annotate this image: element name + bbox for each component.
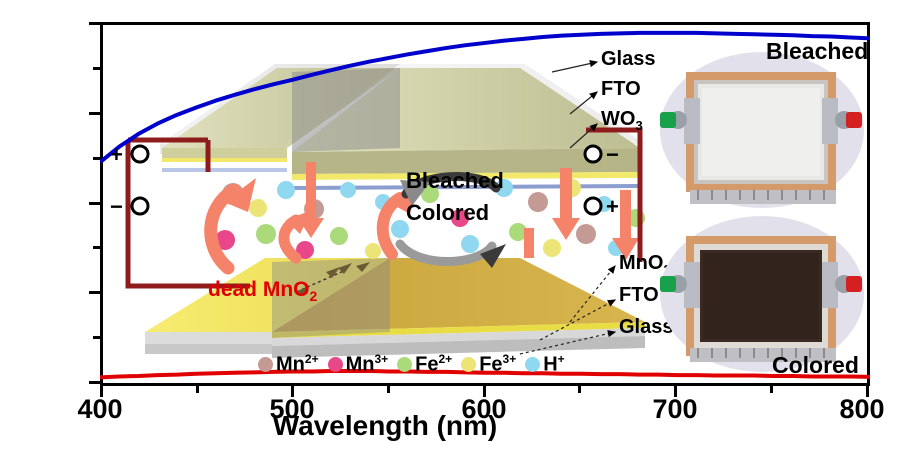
xtick-label-700: 700 (652, 394, 698, 424)
legend-label-mn3: Mn3+ (345, 352, 389, 376)
ytick-minor-50 (93, 157, 100, 160)
bottom-slab-right (272, 258, 645, 358)
ion-legend: Mn2+ Mn3+ Fe2+ Fe3+ H+ (258, 352, 565, 377)
xtick-minor-450 (196, 386, 199, 393)
label-dead-mno2: dead MnO2 (208, 278, 318, 305)
terminal-right-bottom-sign: + (606, 194, 619, 219)
bottom-layer-leaders (519, 265, 617, 355)
xtick-minor-550 (387, 386, 390, 393)
ytick-40 (89, 202, 100, 205)
ytick-minor-10 (93, 336, 100, 339)
ytick-60 (89, 112, 100, 115)
curve-colored (100, 368, 870, 380)
label-fto-bottom: FTO (619, 284, 659, 306)
xtick-label-400: 400 (77, 394, 123, 424)
label-glass-top: Glass (601, 48, 656, 70)
photo-bleached-device (660, 52, 864, 208)
legend-dot-mn3 (327, 356, 343, 372)
label-glass-bottom: Glass (619, 316, 674, 338)
terminal-right-top-node (583, 144, 603, 164)
legend-label-fe3: Fe3+ (479, 352, 517, 376)
transmittance-curves (100, 30, 870, 380)
legend-item-mn2: Mn2+ (258, 352, 319, 377)
xtick-label-800: 800 (839, 394, 885, 424)
legend-label-h: H+ (543, 352, 565, 376)
label-state-colored: Colored (406, 200, 490, 225)
ytick-80 (89, 22, 100, 25)
label-wo3: WO3 (601, 108, 643, 133)
legend-dot-h (525, 356, 541, 372)
terminal-right-bottom-node (583, 196, 603, 216)
terminal-left-top-node (130, 144, 150, 164)
x-axis-title: Wavelength (nm) (272, 410, 498, 441)
legend-item-fe3: Fe3+ (461, 352, 516, 377)
xtick-800 (866, 386, 869, 397)
terminal-left-bottom-node (130, 196, 150, 216)
xtick-700 (674, 386, 677, 397)
ytick-0 (89, 381, 100, 384)
photo-colored-device (660, 216, 864, 372)
legend-item-fe2: Fe2+ (397, 352, 452, 377)
axis-top (100, 22, 870, 25)
top-slab-right (290, 64, 645, 190)
caption-bleached: Bleached (766, 38, 869, 64)
label-fto-top: FTO (601, 78, 641, 100)
xtick-label-600: 600 (461, 394, 507, 424)
xtick-label-500: 500 (269, 394, 315, 424)
xtick-minor-750 (770, 386, 773, 393)
top-layer-leaders (551, 60, 599, 149)
terminal-right-top-sign: − (606, 142, 619, 167)
state-cycle-arrows (395, 172, 506, 268)
curve-bleached (100, 30, 870, 164)
terminal-left-bottom-sign: − (110, 194, 123, 219)
plot-area: 0 20 40 60 80 400 500 600 700 800 (77, 22, 885, 424)
legend-label-fe2: Fe2+ (415, 352, 453, 376)
ytick-minor-70 (93, 67, 100, 70)
legend-dot-fe2 (397, 356, 413, 372)
xtick-minor-650 (578, 386, 581, 393)
caption-colored: Colored (772, 352, 859, 378)
legend-dot-fe3 (461, 356, 477, 372)
axis-bottom (100, 383, 870, 386)
ion-flow-arrows (204, 162, 639, 275)
legend-label-mn2: Mn2+ (276, 352, 319, 376)
axis-left (100, 22, 103, 386)
legend-item-h: H+ (525, 352, 565, 377)
xtick-500 (291, 386, 294, 397)
xtick-600 (483, 386, 486, 397)
legend-dot-mn2 (258, 356, 273, 372)
bottom-slab-left (145, 258, 390, 354)
legend-item-mn3: Mn3+ (327, 352, 389, 377)
label-state-bleached: Bleached (406, 168, 504, 193)
ytick-20 (89, 291, 100, 294)
xtick-400 (100, 386, 103, 397)
terminal-left-top-sign: + (110, 142, 123, 167)
dead-mno2-pointer (295, 262, 370, 296)
axis-right (867, 22, 870, 386)
ytick-minor-30 (93, 246, 100, 249)
device-schematic (125, 60, 645, 358)
